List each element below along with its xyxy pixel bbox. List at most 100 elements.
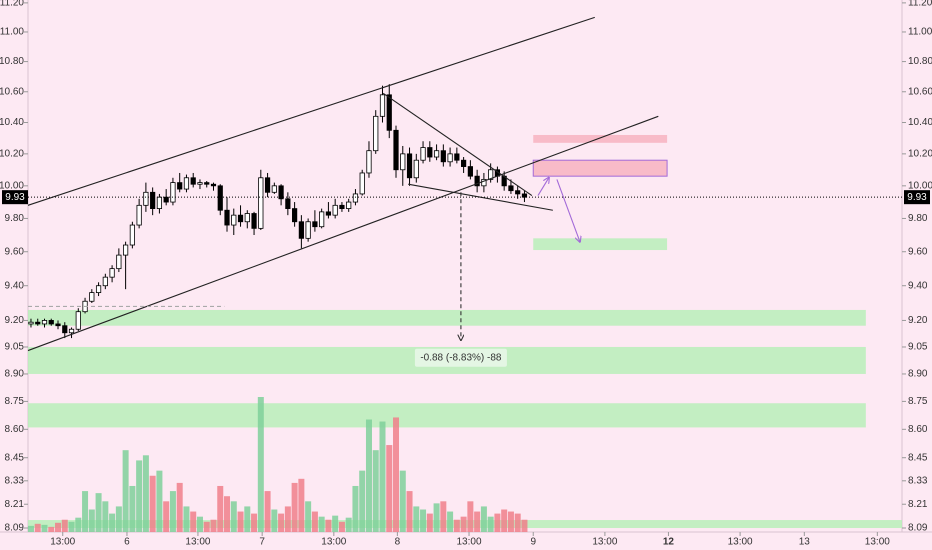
- y-tick-label: 10.80: [0, 56, 24, 67]
- y-tick-label: 10.20: [0, 149, 24, 160]
- last-price-box: [2, 190, 28, 205]
- volume-bar: [386, 445, 393, 532]
- volume-bar: [460, 516, 467, 532]
- y-tick-label: 11.00: [0, 27, 24, 38]
- y-tick-label: 10.20: [908, 149, 932, 160]
- volume-bar: [55, 522, 62, 532]
- volume-bar: [291, 482, 298, 532]
- candle-body: [224, 209, 230, 226]
- candle-body: [41, 320, 48, 325]
- candle-body: [95, 285, 102, 294]
- candle-body: [474, 175, 480, 187]
- candle-body: [251, 213, 257, 229]
- y-tick-label: 9.20: [908, 315, 928, 326]
- candle-body: [237, 214, 244, 223]
- volume-bar: [372, 450, 379, 532]
- y-tick-label: 8.09: [908, 523, 928, 534]
- y-tick-label: 9.60: [908, 246, 928, 257]
- candle-body: [292, 208, 298, 223]
- trend-line: [537, 178, 549, 196]
- candle-body: [481, 178, 487, 187]
- y-tick-label: 9.80: [5, 213, 25, 224]
- volume-bar: [453, 519, 460, 532]
- annotation-box: [414, 348, 507, 367]
- candle-body: [406, 153, 413, 179]
- y-tick-label: 10.60: [908, 86, 932, 97]
- candle-body: [319, 211, 325, 228]
- volume-bar: [406, 491, 413, 532]
- candle-body: [386, 94, 392, 131]
- candle-body: [170, 182, 176, 203]
- volume-bar: [325, 519, 332, 532]
- candle-body: [298, 221, 304, 239]
- candle-body: [177, 182, 183, 190]
- volume-bar: [237, 511, 244, 532]
- volume-bar: [210, 519, 217, 532]
- y-tick-label: 9.40: [908, 280, 928, 291]
- y-tick-label: 8.09: [5, 523, 25, 534]
- volume-bar: [345, 517, 352, 532]
- candle-body: [366, 150, 372, 174]
- y-tick-label: 9.05: [5, 342, 25, 353]
- y-tick-label: 8.60: [5, 424, 25, 435]
- volume-bar: [305, 501, 312, 532]
- volume-bar: [27, 525, 34, 532]
- volume-bar: [75, 517, 82, 532]
- x-tick-label: 13:00: [592, 537, 617, 548]
- volume-bar: [501, 509, 508, 532]
- y-tick-label: 8.75: [5, 396, 25, 407]
- y-tick-label: 8.90: [5, 369, 25, 380]
- candle-body: [488, 169, 494, 180]
- trend-line: [27, 115, 659, 352]
- volume-bar: [467, 501, 474, 532]
- y-tick-label: 10.60: [0, 86, 24, 97]
- x-tick-label: 13:00: [865, 537, 890, 548]
- candle-body: [278, 185, 284, 200]
- volume-bar: [224, 496, 231, 532]
- last-price-label: 9.93: [5, 192, 25, 203]
- volume-bar: [494, 513, 501, 532]
- x-tick-label: 13:00: [728, 537, 753, 548]
- x-tick-label: 12: [663, 537, 675, 548]
- y-tick-label: 8.90: [908, 369, 928, 380]
- volume-bar: [183, 506, 190, 532]
- candle-body: [373, 115, 379, 152]
- volume-bar: [426, 513, 433, 532]
- volume-bar: [379, 421, 386, 532]
- candle-body: [433, 150, 440, 158]
- candle-body: [454, 153, 460, 161]
- volume-bar: [34, 523, 41, 532]
- trend-line: [408, 183, 553, 211]
- x-tick-label: 13:00: [50, 537, 75, 548]
- volume-bar: [230, 501, 237, 532]
- volume-bar: [413, 506, 420, 532]
- volume-bar: [95, 493, 102, 532]
- candle-body: [332, 204, 338, 216]
- volume-bar: [169, 491, 176, 532]
- volume-bar: [142, 455, 149, 532]
- y-tick-label: 11.00: [908, 27, 932, 38]
- candle-body: [379, 94, 386, 117]
- candle-body: [210, 183, 217, 187]
- candle-body: [163, 196, 169, 203]
- y-tick-label: 8.45: [5, 452, 25, 463]
- volume-bar: [149, 475, 156, 532]
- candle-body: [183, 177, 190, 190]
- y-tick-label: 11.20: [908, 0, 932, 9]
- volume-bar: [203, 521, 210, 532]
- volume-bar: [298, 478, 305, 532]
- candle-body: [264, 177, 271, 193]
- candle-body: [217, 185, 223, 211]
- candle-body: [420, 147, 426, 161]
- x-tick-label: 9: [530, 537, 536, 548]
- volume-bar: [352, 485, 359, 532]
- y-tick-label: 8.75: [908, 396, 928, 407]
- candle-body: [156, 196, 163, 209]
- candle-body: [136, 204, 142, 226]
- y-tick-label: 9.80: [908, 213, 928, 224]
- candle-body: [305, 221, 311, 239]
- candle-body: [75, 311, 81, 330]
- volume-bar: [365, 419, 372, 532]
- candle-body: [48, 320, 54, 325]
- volume-bar: [176, 482, 183, 532]
